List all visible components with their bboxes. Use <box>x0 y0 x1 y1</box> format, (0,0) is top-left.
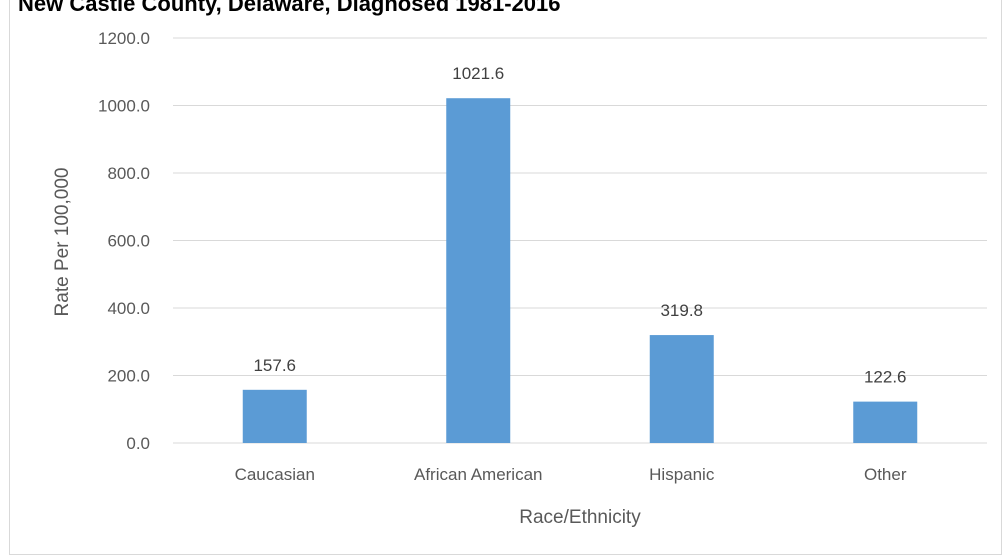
y-tick-label: 1000.0 <box>98 97 150 116</box>
chart-frame <box>9 0 1002 555</box>
data-label: 319.8 <box>660 301 703 320</box>
y-tick-label: 0.0 <box>126 434 150 453</box>
bars <box>242 98 918 444</box>
data-label: 1021.6 <box>452 64 504 83</box>
x-tick-label: Hispanic <box>649 465 715 484</box>
x-tick-label: African American <box>414 465 543 484</box>
y-tick-label: 400.0 <box>107 299 150 318</box>
x-axis-ticks: Caucasian African American Hispanic Other <box>235 465 907 484</box>
y-tick-label: 200.0 <box>107 367 150 386</box>
y-axis-ticks: 0.0 200.0 400.0 600.0 800.0 1000.0 1200.0 <box>98 29 150 453</box>
data-labels: 157.6 1021.6 319.8 122.6 <box>253 64 906 386</box>
x-tick-label: Other <box>864 465 907 484</box>
chart-title: New Castle County, Delaware, Diagnosed 1… <box>18 0 561 16</box>
gridlines <box>173 37 987 444</box>
bar <box>853 401 918 443</box>
data-label: 157.6 <box>253 356 296 375</box>
y-tick-label: 800.0 <box>107 164 150 183</box>
bar <box>649 335 714 443</box>
x-axis-label: Race/Ethnicity <box>519 507 641 528</box>
bar <box>242 389 307 443</box>
bar <box>446 98 511 444</box>
x-tick-label: Caucasian <box>235 465 315 484</box>
y-tick-label: 1200.0 <box>98 29 150 48</box>
y-tick-label: 600.0 <box>107 232 150 251</box>
data-label: 122.6 <box>864 368 907 387</box>
y-axis-label: Rate Per 100,000 <box>52 168 73 317</box>
